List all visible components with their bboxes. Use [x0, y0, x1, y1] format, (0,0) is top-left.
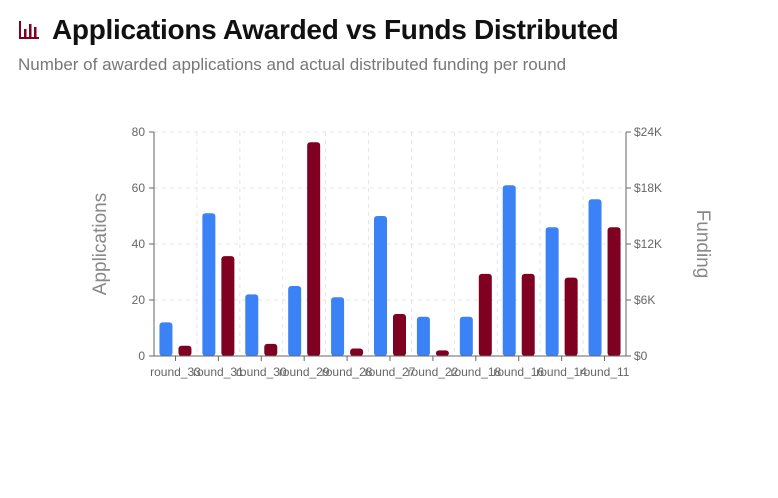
- left-tick-label: 20: [132, 293, 146, 307]
- x-tick-label: round_22: [408, 365, 459, 379]
- right-tick-label: $12K: [634, 237, 662, 251]
- left-tick-label: 0: [138, 349, 145, 363]
- right-tick-label: $0: [634, 349, 648, 363]
- bar-funding: [178, 345, 192, 356]
- bar-applications: [374, 216, 387, 356]
- chart-subtitle: Number of awarded applications and actua…: [18, 55, 567, 74]
- bar-applications: [545, 227, 559, 356]
- chart-title: Applications Awarded vs Funds Distribute…: [52, 14, 619, 45]
- bar-funding: [607, 227, 621, 356]
- bar-applications: [159, 322, 173, 356]
- bar-applications: [288, 286, 302, 356]
- bar-applications: [502, 185, 516, 356]
- bar-funding: [393, 314, 406, 356]
- x-tick-label: round_14: [536, 365, 587, 379]
- right-tick-label: $6K: [634, 293, 655, 307]
- bar-applications: [459, 316, 473, 356]
- left-tick-label: 60: [132, 181, 146, 195]
- bar-chart-icon: [18, 19, 40, 41]
- left-tick-label: 80: [132, 125, 146, 139]
- right-tick-label: $24K: [634, 125, 662, 139]
- bar-funding: [564, 277, 578, 356]
- bar-applications: [245, 294, 259, 356]
- x-tick-label: round_33: [150, 365, 201, 379]
- bar-funding: [221, 256, 235, 356]
- bar-funding: [521, 273, 535, 356]
- x-tick-label: round_18: [450, 365, 501, 379]
- bar-applications: [331, 297, 345, 356]
- chart-header: Applications Awarded vs Funds Distribute…: [18, 12, 758, 76]
- x-tick-label: round_29: [279, 365, 330, 379]
- x-tick-label: round_30: [236, 365, 287, 379]
- bar-funding: [478, 273, 492, 356]
- bar-funding: [264, 343, 278, 356]
- title-row: Applications Awarded vs Funds Distribute…: [18, 12, 758, 48]
- y2-axis-title: Funding: [692, 210, 713, 279]
- x-tick-label: round_16: [493, 365, 544, 379]
- bar-applications: [202, 213, 216, 356]
- bar-applications: [588, 199, 602, 356]
- x-tick-label: round_31: [193, 365, 244, 379]
- bar-funding: [307, 142, 321, 356]
- x-tick-label: round_27: [365, 365, 416, 379]
- x-tick-label: round_28: [322, 365, 373, 379]
- right-tick-label: $18K: [634, 181, 662, 195]
- bar-funding: [350, 348, 364, 356]
- x-tick-label: round_11: [580, 365, 630, 379]
- bar-applications: [416, 316, 430, 356]
- y-axis-title: Applications: [90, 193, 111, 295]
- bar-funding: [435, 350, 449, 356]
- left-tick-label: 40: [132, 237, 146, 251]
